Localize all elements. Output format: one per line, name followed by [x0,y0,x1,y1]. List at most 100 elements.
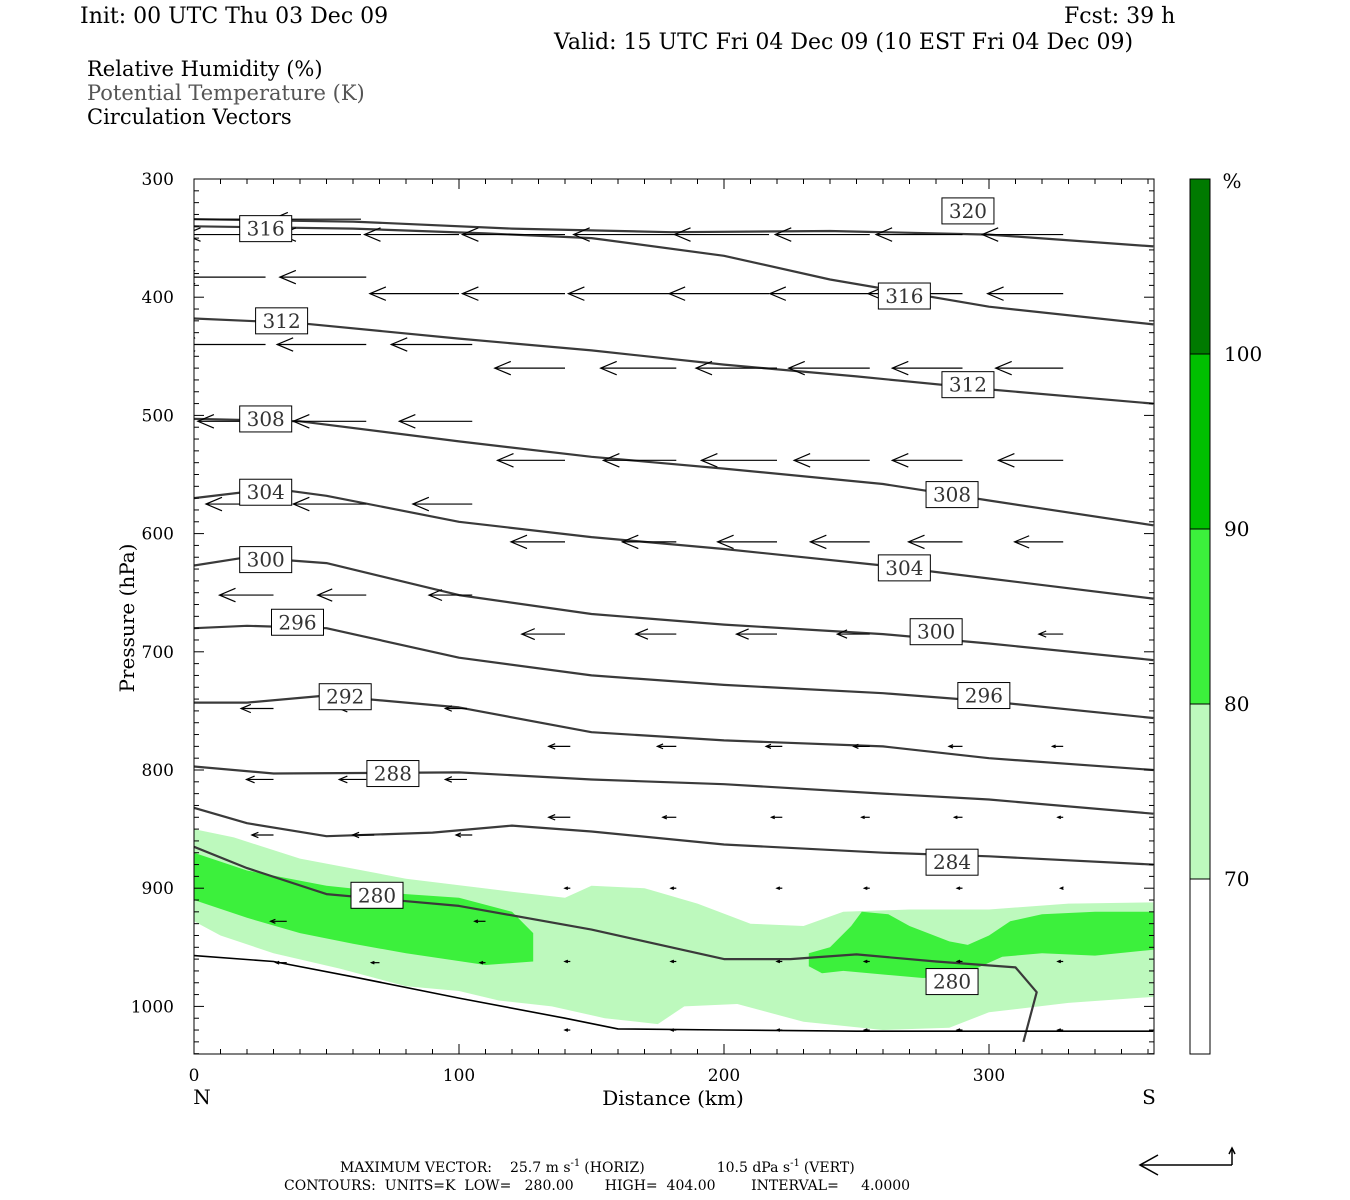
vector-arrow-8-2 [411,496,473,512]
vector-arrow-9-1 [620,534,677,550]
vector-arrow-9-4 [906,534,963,550]
theta-label-box [239,546,293,574]
vector-head [775,959,781,964]
vector-head [389,337,408,352]
vector-head [835,629,848,639]
vector-head [239,703,252,714]
vector-head [362,227,381,242]
theta-label-text: 280 [358,883,396,907]
vector-arrow-1-4 [572,227,677,242]
y-tick-label-400: 400 [142,288,174,308]
colorbar-band-1 [1190,704,1210,879]
vector-arrow-19-1 [669,959,677,964]
vector-head [852,743,859,749]
vector-arrow-15-4 [952,815,963,820]
reference-vector-icon [1138,1146,1236,1176]
theta-contour-280 [194,845,1038,1043]
vector-head [634,628,649,640]
vector-head [411,496,430,512]
y-axis-title: Pressure (hPa) [115,544,139,693]
vert-exponent: -1 [790,1158,800,1169]
vector-arrow-2-0 [194,269,266,285]
colorbar-labels: 70 80 90 100 [1224,342,1262,891]
vector-arrow-21-1 [669,1028,677,1032]
theta-label-288-14: 288 [366,760,420,788]
vector-head [171,212,187,225]
vector-arrow-1-5 [673,227,770,242]
vector-head [337,775,348,784]
vector-head [443,705,453,712]
y-tick-label-500: 500 [142,406,174,426]
vector-head [291,414,310,429]
vector-head [547,814,556,821]
theta-label-text: 312 [949,373,987,397]
vector-head [862,1028,868,1032]
horiz-exponent: -1 [571,1158,581,1169]
y-tick-label-300: 300 [142,170,174,190]
theta-label-box [877,282,931,310]
vector-arrow-15-3 [860,815,870,820]
vector-arrow-2-1 [278,269,367,285]
vector-head [808,534,827,550]
theta-label-284-15: 284 [925,848,979,876]
vector-head [244,775,255,784]
vector-head [862,959,868,964]
vector-arrow-21-0 [563,1028,571,1032]
init-time: Init: 00 UTC Thu 03 Dec 09 [80,4,389,29]
theta-label-296-11: 296 [271,608,324,636]
vector-arrow-19-5 [1056,959,1064,964]
vector-head [509,534,528,550]
horiz-tag: (HORIZ) [584,1160,644,1176]
theta-label-box [941,371,995,399]
theta-label-text: 300 [247,548,285,572]
theta-label-text: 316 [247,217,285,241]
vector-head [269,918,276,924]
vector-head [764,743,772,749]
theta-label-text: 316 [885,284,923,308]
vector-head [874,227,893,242]
rh-area-80-2 [194,852,534,965]
vector-head [1037,630,1047,638]
theta-label-280-17: 280 [925,968,979,996]
vector-head [775,886,781,891]
vector-head [661,815,668,820]
vector-arrow-13-2 [764,743,783,749]
vector-arrow-7-5 [996,453,1064,468]
x-tick-label-100: 100 [443,1066,475,1086]
vector-head [669,959,675,964]
theta-label-box [925,968,979,996]
theta-contour-288 [194,765,1154,815]
x-end-label-south: S [1142,1085,1156,1109]
vector-head [368,286,387,301]
colorbar-band-2 [1190,529,1210,704]
theta-label-text: 280 [933,970,971,994]
vector-arrow-3-0 [368,286,459,301]
x-tick-label-300: 300 [973,1066,1005,1086]
y-tick-label-600: 600 [142,525,174,545]
vector-arrow-9-0 [509,534,565,550]
vector-head [986,286,1004,301]
horiz-value: 25.7 m s [510,1160,571,1176]
vector-arrow-15-5 [1056,815,1064,820]
theta-label-304-7: 304 [239,478,293,506]
vector-arrow-16-2 [454,832,473,838]
vector-head [563,886,569,891]
vector-head [1056,1028,1062,1032]
vector-head [460,286,479,301]
colorbar-unit: % [1222,169,1241,193]
vector-head [443,776,453,783]
vector-arrow-17-1 [669,886,677,891]
vector-head [980,227,999,242]
vector-head [1056,959,1062,964]
legend-relative-humidity: Relative Humidity (%) [87,57,323,81]
vector-arrow-11-1 [634,628,677,640]
vector-arrow-7-1 [601,453,677,468]
theta-label-box [255,307,309,335]
colorbar-label-70: 70 [1224,867,1249,891]
vector-arrow-5-5 [994,360,1064,376]
vector-head [274,960,280,965]
vector-head [454,832,462,838]
vector-arrow-11-5 [1037,630,1064,638]
vector-head [1050,744,1056,749]
forecast-hour: Fcst: 39 h [1064,4,1176,29]
